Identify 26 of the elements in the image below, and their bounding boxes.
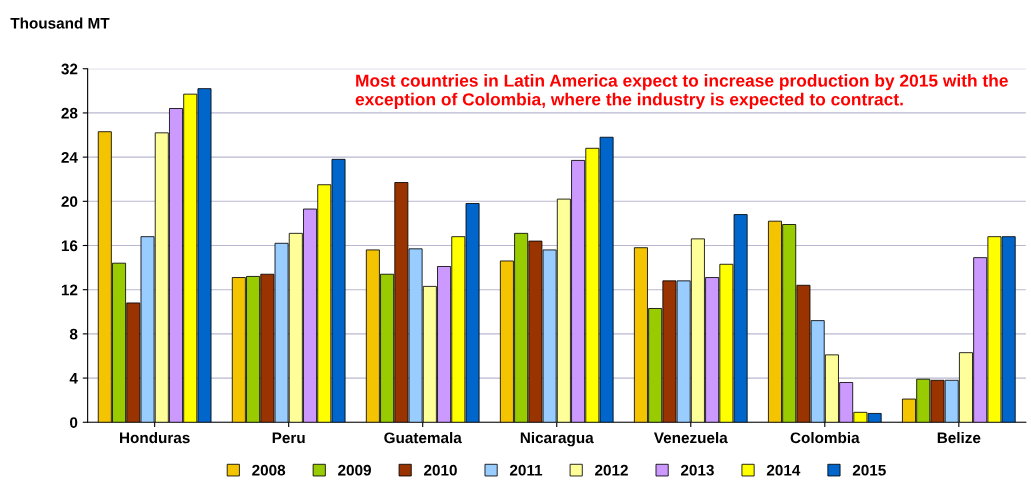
- x-tick-label: Honduras: [120, 431, 190, 444]
- y-tick-label: 28: [61, 107, 78, 119]
- annotation: Most countries in Latin America expect to increase production by 2015 with the exception of Colombia, where the industry is expected to contract.: [355, 74, 1008, 109]
- x-tick-label: Guatemala: [384, 431, 462, 444]
- legend-label: 2013: [680, 464, 714, 476]
- y-tick-label: 32: [61, 63, 78, 75]
- x-tick-label: Belize: [937, 431, 981, 444]
- x-tick-label: Venezuela: [653, 431, 728, 444]
- x-tick-label: Colombia: [790, 431, 860, 444]
- legend-label: 2010: [424, 464, 457, 476]
- y-axis-title: Thousand MT: [10, 17, 110, 29]
- legend-label: 2009: [338, 464, 371, 476]
- x-tick-label: Peru: [272, 432, 305, 444]
- legend-label: 2011: [509, 464, 543, 476]
- legend-label: 2014: [766, 464, 801, 476]
- y-tick-label: 24: [61, 151, 78, 163]
- y-tick-label: 12: [61, 284, 78, 296]
- y-tick-label: 16: [61, 240, 78, 252]
- y-tick-label: 4: [69, 373, 78, 384]
- y-tick-label: 8: [69, 328, 78, 340]
- legend-label: 2008: [252, 464, 286, 476]
- legend-label: 2015: [852, 464, 886, 476]
- y-tick-label: 0: [70, 417, 78, 428]
- x-tick-label: Nicaragua: [520, 431, 594, 447]
- legend-label: 2012: [595, 464, 628, 476]
- y-tick-label: 20: [61, 196, 78, 207]
